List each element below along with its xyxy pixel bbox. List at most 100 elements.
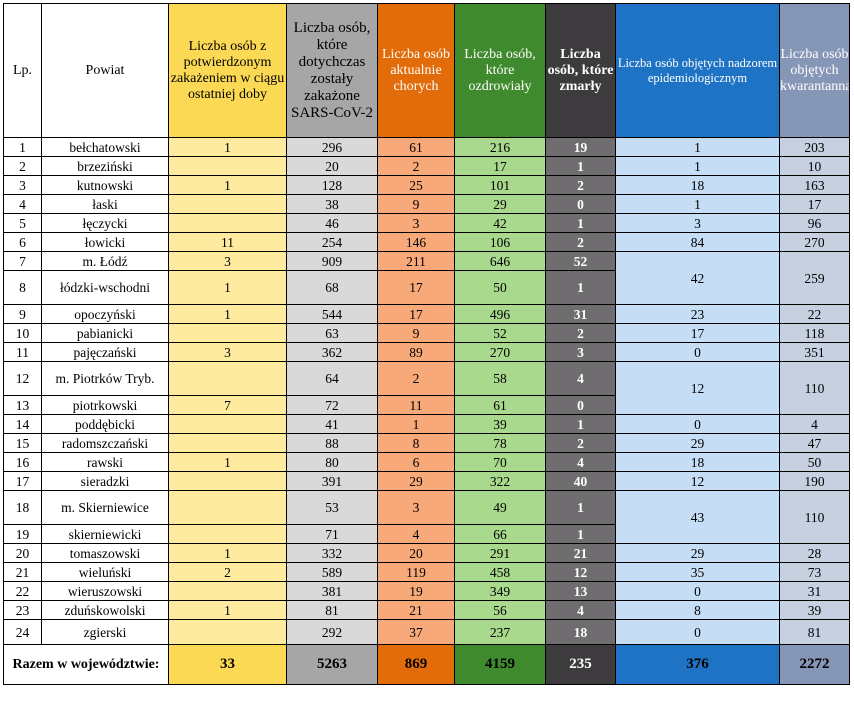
cell-ever: 41 — [286, 414, 378, 434]
cell-recovered: 70 — [454, 452, 546, 472]
cell-active: 17 — [377, 270, 455, 305]
cell-ever: 292 — [286, 619, 378, 645]
table-row: 1 bełchatowski 1 296 61 216 19 1 203 — [3, 137, 850, 157]
row-lp: 9 — [3, 304, 42, 324]
cell-ever: 64 — [286, 361, 378, 396]
cell-active: 21 — [377, 600, 455, 620]
cell-died: 1 — [545, 213, 616, 233]
cell-died: 1 — [545, 524, 616, 544]
cell-died: 4 — [545, 361, 616, 396]
header-active: Liczba osób aktualnie chorych — [377, 3, 455, 138]
cell-recovered: 49 — [454, 490, 546, 525]
cell-supervision: 17 — [615, 323, 780, 343]
cell-recovered: 291 — [454, 543, 546, 563]
cell-died: 31 — [545, 304, 616, 324]
cell-supervision: 29 — [615, 433, 780, 453]
cell-ever: 72 — [286, 395, 378, 415]
cell-ever: 46 — [286, 213, 378, 233]
cell-ever: 254 — [286, 232, 378, 252]
cell-ever: 68 — [286, 270, 378, 305]
cell-active: 3 — [377, 213, 455, 233]
cell-died: 4 — [545, 600, 616, 620]
cell-supervision: 0 — [615, 342, 780, 362]
cell-active: 2 — [377, 156, 455, 176]
table-row: 7 m. Łódź 3 909 211 646 52 42 259 — [3, 251, 850, 305]
row-lp: 23 — [3, 600, 42, 620]
row-lp: 17 — [3, 471, 42, 491]
cell-quarantine: 31 — [779, 581, 850, 601]
cell-supervision: 1 — [615, 194, 780, 214]
row-lp: 13 — [3, 395, 42, 415]
cell-supervision: 0 — [615, 619, 780, 645]
row-lp: 24 — [3, 619, 42, 645]
cell-confirmed: 3 — [168, 251, 287, 271]
total-supervision: 376 — [615, 644, 780, 685]
cell-ever: 909 — [286, 251, 378, 271]
cell-died: 0 — [545, 194, 616, 214]
cell-supervision: 43 — [615, 490, 780, 544]
row-powiat: poddębicki — [41, 414, 169, 434]
header-row: Lp. Powiat Liczba osób z potwierdzonym z… — [3, 3, 850, 138]
cell-died: 2 — [545, 433, 616, 453]
table-row: 15 radomszczański 88 8 78 2 29 47 — [3, 433, 850, 453]
header-lp: Lp. — [3, 3, 42, 138]
cell-recovered: 66 — [454, 524, 546, 544]
cell-died: 13 — [545, 581, 616, 601]
cell-quarantine: 73 — [779, 562, 850, 582]
cell-supervision: 8 — [615, 600, 780, 620]
cell-confirmed: 1 — [168, 600, 287, 620]
cell-active: 25 — [377, 175, 455, 195]
table-row: 16 rawski 1 80 6 70 4 18 50 — [3, 452, 850, 472]
cell-quarantine: 110 — [779, 361, 850, 415]
header-recovered: Liczba osób, które ozdrowiały — [454, 3, 546, 138]
cell-confirmed — [168, 619, 287, 645]
cell-supervision: 1 — [615, 156, 780, 176]
cell-recovered: 39 — [454, 414, 546, 434]
row-lp: 3 — [3, 175, 42, 195]
cell-confirmed: 1 — [168, 137, 287, 157]
table-row: 3 kutnowski 1 128 25 101 2 18 163 — [3, 175, 850, 195]
row-lp: 19 — [3, 524, 42, 544]
row-powiat: bełchatowski — [41, 137, 169, 157]
row-powiat: łęczycki — [41, 213, 169, 233]
cell-confirmed: 7 — [168, 395, 287, 415]
cell-supervision: 23 — [615, 304, 780, 324]
cell-died: 52 — [545, 251, 616, 271]
table-row: 24 zgierski 292 37 237 18 0 81 — [3, 619, 850, 645]
cell-died: 12 — [545, 562, 616, 582]
cell-recovered: 42 — [454, 213, 546, 233]
cell-quarantine: 96 — [779, 213, 850, 233]
row-powiat: pajęczański — [41, 342, 169, 362]
row-lp: 18 — [3, 490, 42, 525]
row-powiat: m. Łódź — [41, 251, 169, 271]
cell-recovered: 496 — [454, 304, 546, 324]
cell-quarantine: 50 — [779, 452, 850, 472]
cell-quarantine: 81 — [779, 619, 850, 645]
cell-died: 1 — [545, 270, 616, 305]
cell-recovered: 58 — [454, 361, 546, 396]
cell-quarantine: 4 — [779, 414, 850, 434]
cell-active: 9 — [377, 323, 455, 343]
cell-active: 11 — [377, 395, 455, 415]
total-recovered: 4159 — [454, 644, 546, 685]
cell-ever: 589 — [286, 562, 378, 582]
row-lp: 11 — [3, 342, 42, 362]
row-lp: 21 — [3, 562, 42, 582]
cell-recovered: 50 — [454, 270, 546, 305]
cell-quarantine: 110 — [779, 490, 850, 544]
cell-supervision: 12 — [615, 361, 780, 415]
cell-died: 40 — [545, 471, 616, 491]
cell-active: 17 — [377, 304, 455, 324]
cell-supervision: 3 — [615, 213, 780, 233]
cell-active: 211 — [377, 251, 455, 271]
row-lp: 16 — [3, 452, 42, 472]
cell-active: 61 — [377, 137, 455, 157]
cell-supervision: 35 — [615, 562, 780, 582]
cell-ever: 391 — [286, 471, 378, 491]
table-row: 9 opoczyński 1 544 17 496 31 23 22 — [3, 304, 850, 324]
cell-ever: 81 — [286, 600, 378, 620]
cell-died: 1 — [545, 414, 616, 434]
cell-recovered: 61 — [454, 395, 546, 415]
cell-active: 146 — [377, 232, 455, 252]
row-powiat: piotrkowski — [41, 395, 169, 415]
